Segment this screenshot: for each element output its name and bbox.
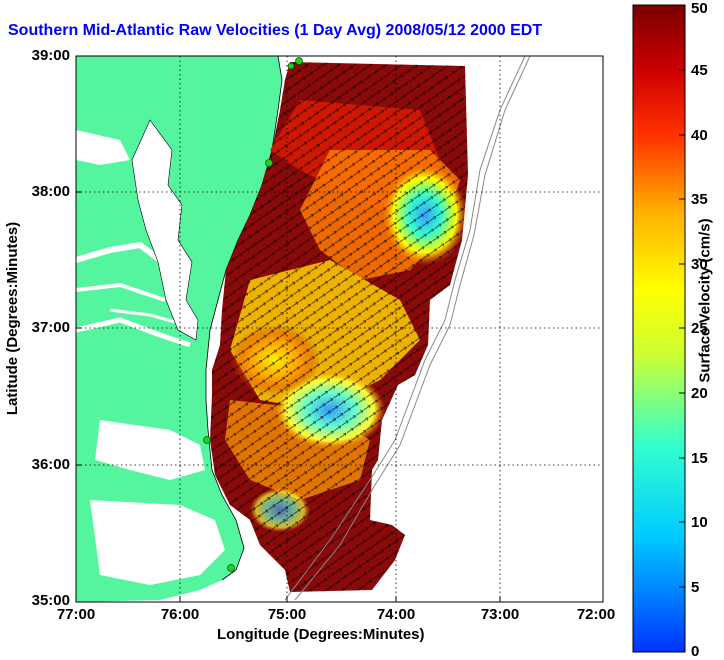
rappahannock-river — [76, 282, 166, 302]
bay-shoreline — [131, 119, 199, 341]
y-tick-label: 36:00 — [31, 456, 70, 473]
x-tick-label: 74:00 — [376, 606, 416, 623]
colorbar-tick-label: 45 — [691, 62, 708, 79]
radar-site-marker — [203, 436, 211, 444]
colorbar — [632, 4, 686, 653]
y-tick-label: 35:00 — [31, 592, 70, 609]
x-tick-label: 76:00 — [160, 606, 200, 623]
y-axis-title: Latitude (Degrees:Minutes) — [4, 221, 22, 416]
map-title: Southern Mid-Atlantic Raw Velocities (1 … — [8, 22, 543, 39]
x-tick-label: 77:00 — [56, 606, 96, 623]
x-tick-label: 72:00 — [576, 606, 616, 623]
delaware-bay — [76, 130, 130, 165]
bathymetry-contour — [284, 56, 526, 601]
colorbar-tick-label: 30 — [691, 256, 708, 273]
colorbar-tick-label: 15 — [691, 450, 708, 467]
chesapeake-bay — [132, 120, 198, 340]
radar-site-marker — [295, 57, 303, 65]
x-tick-label: 73:00 — [480, 606, 520, 623]
y-tick-label: 39:00 — [31, 47, 70, 64]
york-river — [109, 308, 176, 324]
colorbar-tick-label: 0 — [691, 643, 700, 660]
x-axis-title: Longitude (Degrees:Minutes) — [217, 626, 425, 643]
colorbar-tick-label: 10 — [691, 514, 708, 531]
colorbar-tick-label: 20 — [691, 385, 708, 402]
james-river — [76, 317, 191, 348]
bathymetry-contour — [294, 56, 531, 601]
tick-marks — [76, 191, 501, 602]
y-tick-label: 37:00 — [31, 319, 70, 336]
axes-frame — [75, 55, 604, 603]
radar-sites — [203, 57, 303, 572]
radar-site-marker — [287, 62, 295, 70]
pamlico-sound — [90, 500, 225, 585]
radar-site-marker — [227, 564, 235, 572]
colorbar-tick-label: 5 — [691, 579, 700, 596]
colorbar-tick-label: 35 — [691, 191, 708, 208]
colorbar-title: Surface Velocity (cm/s) — [696, 218, 714, 383]
colorbar-ticks — [679, 69, 685, 588]
radar-site-marker — [265, 159, 273, 167]
y-tick-label: 38:00 — [31, 183, 70, 200]
x-tick-label: 75:00 — [267, 606, 307, 623]
velocity-field — [210, 62, 468, 592]
potomac-river — [76, 241, 162, 263]
grid — [76, 56, 603, 602]
colorbar-tick-label: 50 — [691, 0, 708, 17]
colorbar-tick-label: 25 — [691, 320, 708, 337]
colorbar-tick-label: 40 — [691, 127, 708, 144]
